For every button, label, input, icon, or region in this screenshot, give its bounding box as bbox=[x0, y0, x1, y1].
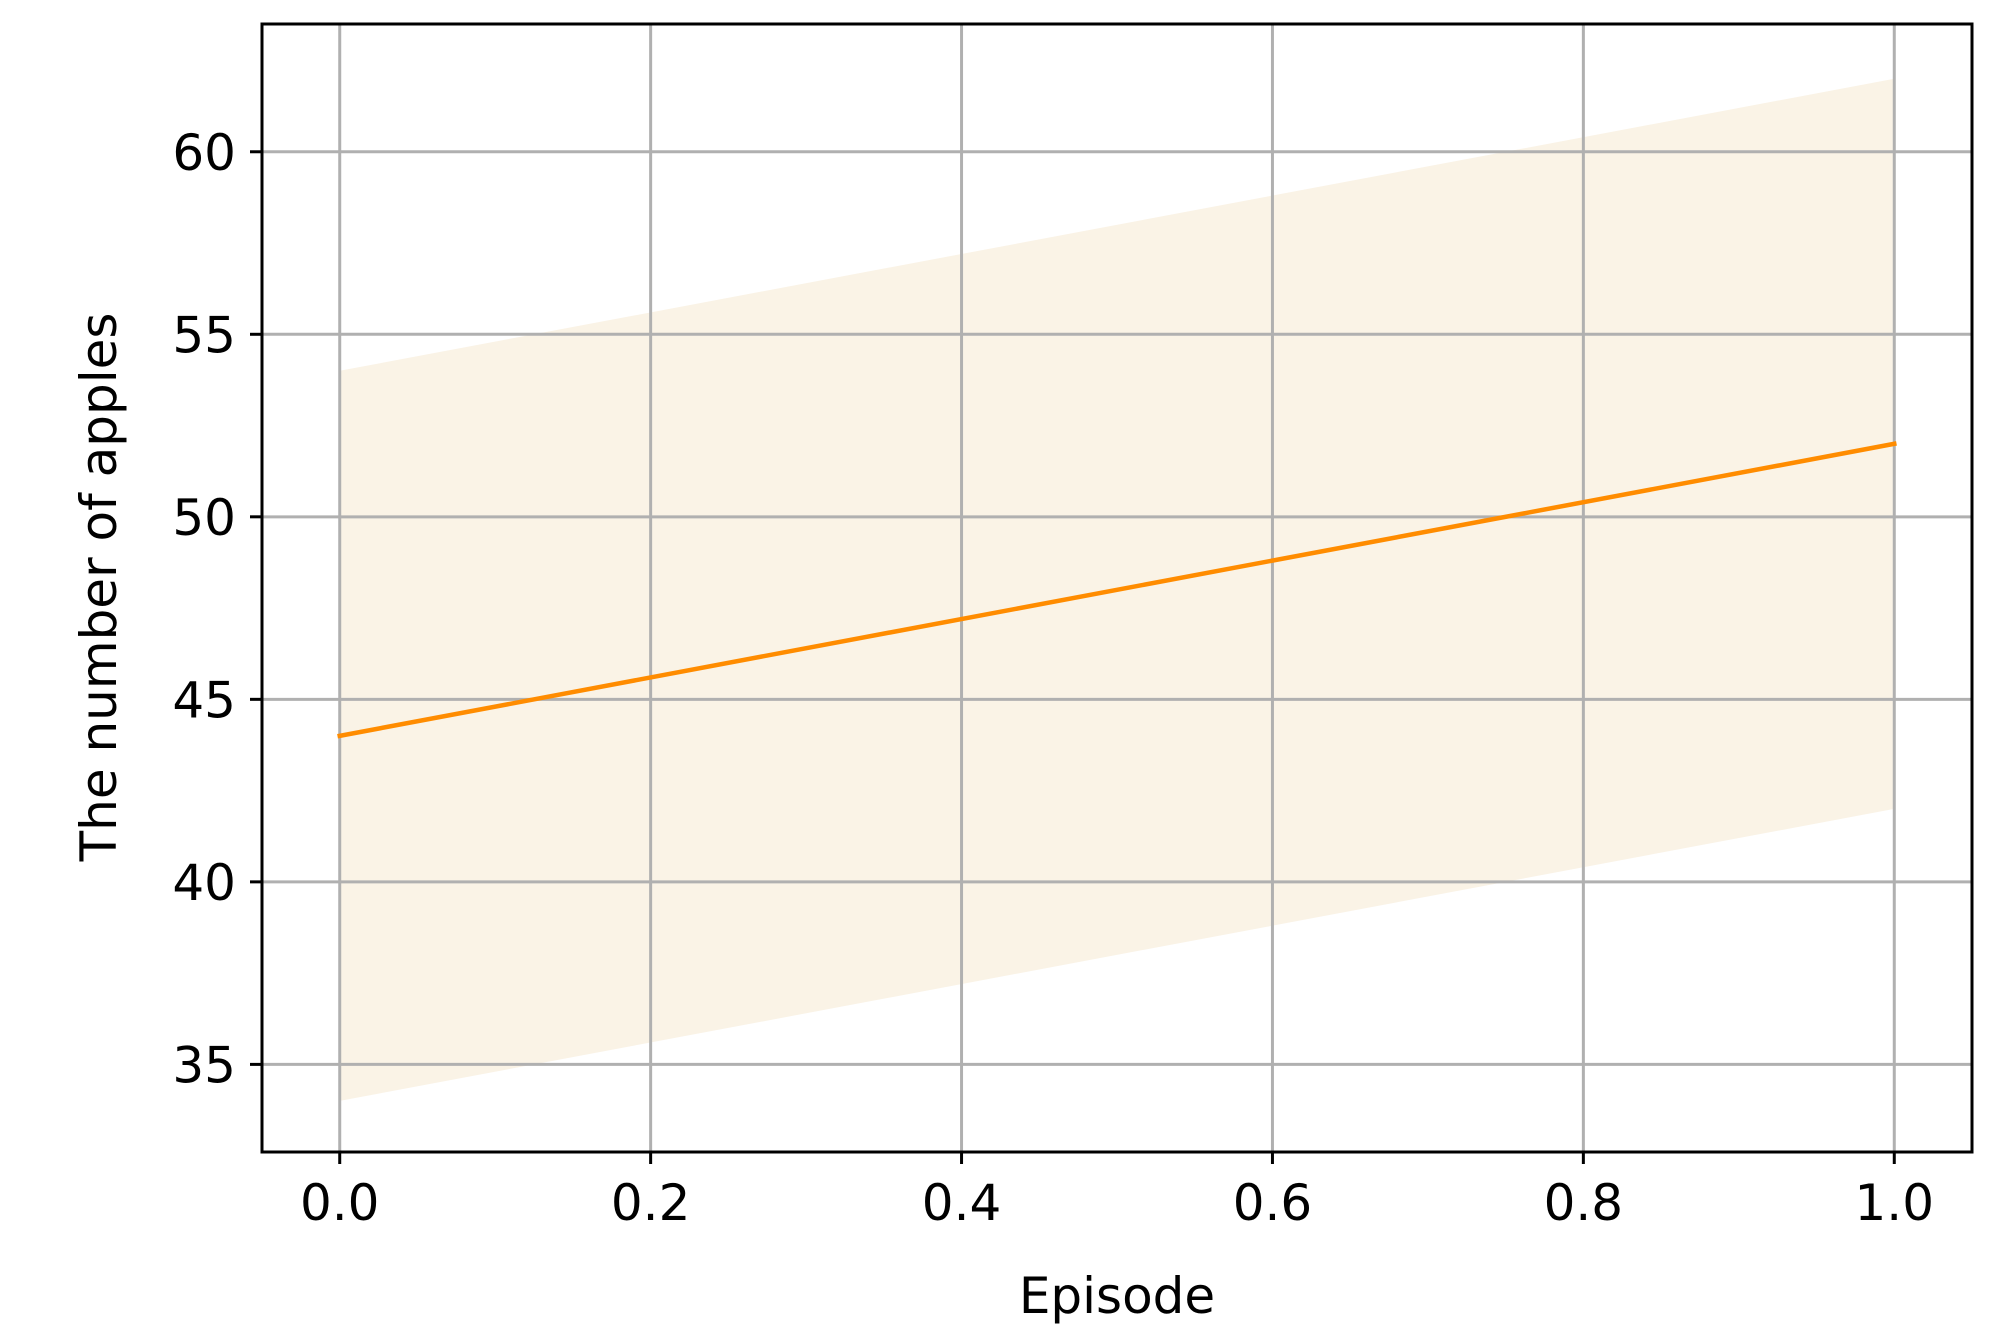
x-ticks-layer: 0.0 0.2 0.4 0.6 0.8 1.0 bbox=[300, 1152, 1934, 1232]
x-tick-label-5: 1.0 bbox=[1855, 1174, 1935, 1232]
grid-layer bbox=[262, 24, 1972, 1152]
x-axis-label: Episode bbox=[1019, 1267, 1215, 1325]
y-tick-label-5: 60 bbox=[172, 124, 236, 182]
y-tick-label-3: 50 bbox=[172, 489, 236, 547]
y-tick-label-2: 45 bbox=[172, 671, 236, 729]
series-line-0 bbox=[337, 441, 1897, 739]
series-line-layer bbox=[337, 441, 1897, 739]
y-tick-label-1: 40 bbox=[172, 854, 236, 912]
axes-frame bbox=[260, 22, 1974, 1154]
x-tick-label-3: 0.6 bbox=[1233, 1174, 1313, 1232]
y-tick-label-0: 35 bbox=[172, 1036, 236, 1094]
x-tick-label-0: 0.0 bbox=[300, 1174, 380, 1232]
x-tick-label-1: 0.2 bbox=[611, 1174, 691, 1232]
axes-frame-layer bbox=[260, 22, 1974, 1154]
x-tick-label-2: 0.4 bbox=[922, 1174, 1002, 1232]
x-tick-label-4: 0.8 bbox=[1544, 1174, 1624, 1232]
y-axis-label: The number of apples bbox=[70, 313, 128, 863]
y-tick-label-4: 55 bbox=[172, 306, 236, 364]
y-ticks-layer: 35 40 45 50 55 60 bbox=[172, 124, 262, 1094]
